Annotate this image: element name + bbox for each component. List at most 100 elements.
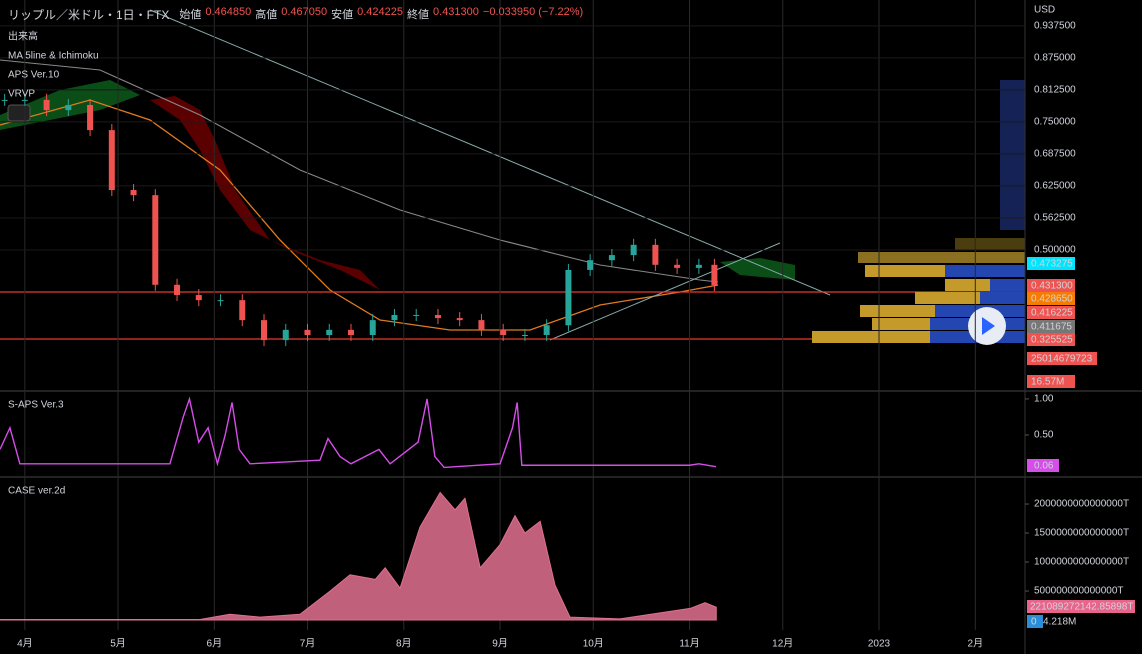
indicator-name: 出来高 xyxy=(8,30,38,43)
price-label: 0.473275 xyxy=(1031,259,1073,270)
y-tick-label: 1500000000000000T xyxy=(1034,528,1129,539)
x-tick-label: 12月 xyxy=(772,638,793,650)
indicator-name: VRVP xyxy=(8,89,35,100)
candle xyxy=(543,325,550,335)
price-label: 0.325525 xyxy=(1031,335,1073,346)
candle xyxy=(413,315,420,317)
y-tick-label: 0.50 xyxy=(1034,430,1054,441)
candle xyxy=(391,315,398,321)
price-label: 0.428650 xyxy=(1031,294,1073,305)
value-badge xyxy=(1027,600,1135,613)
ma-line xyxy=(0,99,719,331)
cloud xyxy=(150,96,380,290)
vrvp xyxy=(812,80,1025,343)
ohlc-value: 0.464850 xyxy=(205,6,252,18)
x-tick-label: 2月 xyxy=(968,638,984,650)
symbol: リップル／米ドル・1日・FTX xyxy=(8,8,170,22)
header: リップル／米ドル・1日・FTX 始値 0.464850 高値 0.467050 安値… xyxy=(8,6,583,23)
cloud xyxy=(720,258,795,280)
candle xyxy=(21,99,28,101)
trend-line xyxy=(149,9,831,296)
candle xyxy=(711,264,718,286)
price-badge xyxy=(1027,333,1075,346)
y-tick-label: 1000000000000000T xyxy=(1034,557,1129,568)
candle xyxy=(630,244,637,256)
currency: USD xyxy=(1034,5,1055,16)
price-badge xyxy=(1027,375,1075,388)
value-label: 4.218M xyxy=(1043,617,1076,628)
x-tick-label: 8月 xyxy=(396,638,412,650)
value-label: 0 xyxy=(1031,617,1037,628)
candle xyxy=(456,318,463,321)
candle xyxy=(261,320,268,341)
x-tick-label: 5月 xyxy=(110,638,126,650)
area xyxy=(0,491,717,621)
candle xyxy=(130,190,137,196)
price-label: 0.416225 xyxy=(1031,308,1073,319)
y-tick-label: 0.625000 xyxy=(1034,181,1076,192)
price-badge xyxy=(1027,306,1075,319)
candle xyxy=(108,130,115,191)
candle xyxy=(304,329,311,335)
candle xyxy=(674,264,681,268)
y-tick-label: 1.00 xyxy=(1034,394,1054,405)
price-label: 0.411675 xyxy=(1031,322,1072,333)
y-tick-label: 0.937500 xyxy=(1034,21,1076,32)
candle xyxy=(239,300,246,321)
candle xyxy=(43,99,50,111)
candle xyxy=(434,315,441,319)
candle xyxy=(217,300,224,302)
y-tick-label: 0.750000 xyxy=(1034,117,1076,128)
price-badge xyxy=(1027,257,1075,270)
y-tick-label: 0.812500 xyxy=(1034,85,1076,96)
value-label: 221089272142.85898T xyxy=(1030,602,1133,613)
candle xyxy=(347,329,354,335)
value-label: 0.06 xyxy=(1034,461,1054,472)
y-tick-label: 500000000000000T xyxy=(1034,586,1124,597)
ohlc-label: 始値 xyxy=(179,9,202,21)
ohlc-value: 0.424225 xyxy=(357,6,404,18)
y-tick-label: 0.687500 xyxy=(1034,149,1076,160)
indicator-name: APS Ver.10 xyxy=(8,70,60,81)
value-badge xyxy=(1027,459,1059,472)
candle xyxy=(87,105,94,131)
price-badge xyxy=(1027,279,1075,292)
price-label: 0.431300 xyxy=(1031,281,1073,292)
oscillator-line xyxy=(0,396,717,469)
price-badge xyxy=(1027,352,1097,365)
value-badge xyxy=(1027,615,1043,628)
play-icon xyxy=(982,317,995,335)
change: −0.033950 (−7.22%) xyxy=(482,6,584,18)
x-tick-label: 6月 xyxy=(207,638,223,650)
price-label: 25014679723 xyxy=(1031,354,1093,365)
x-tick-label: 4月 xyxy=(17,638,33,650)
ohlc-label: 高値 xyxy=(255,9,278,21)
y-tick-label: 2000000000000000T xyxy=(1034,499,1129,510)
collapse-button[interactable] xyxy=(7,104,31,122)
ohlc-value: 0.467050 xyxy=(281,6,328,18)
candle xyxy=(282,329,289,341)
ohlc-label: 終値 xyxy=(407,9,430,21)
candle xyxy=(478,320,485,330)
x-tick-label: 7月 xyxy=(300,638,316,650)
candle xyxy=(652,244,659,265)
candle xyxy=(587,260,594,270)
candle xyxy=(326,329,333,335)
x-tick-label: 2023 xyxy=(868,639,891,650)
candle xyxy=(608,255,615,261)
candle xyxy=(521,334,528,336)
price-badge xyxy=(1027,292,1075,305)
price-label: 16.57M xyxy=(1031,377,1064,388)
ma-line xyxy=(0,59,719,283)
candle xyxy=(195,295,202,301)
y-tick-label: 0.500000 xyxy=(1034,245,1076,256)
candle xyxy=(695,264,702,268)
x-tick-label: 11月 xyxy=(679,638,699,650)
pane-title: CASE ver.2d xyxy=(8,486,65,497)
y-tick-label: 0.875000 xyxy=(1034,53,1076,64)
candle xyxy=(1,99,8,101)
indicator-name: MA 5line & Ichimoku xyxy=(8,51,99,62)
ohlc-value: 0.431300 xyxy=(433,6,479,18)
